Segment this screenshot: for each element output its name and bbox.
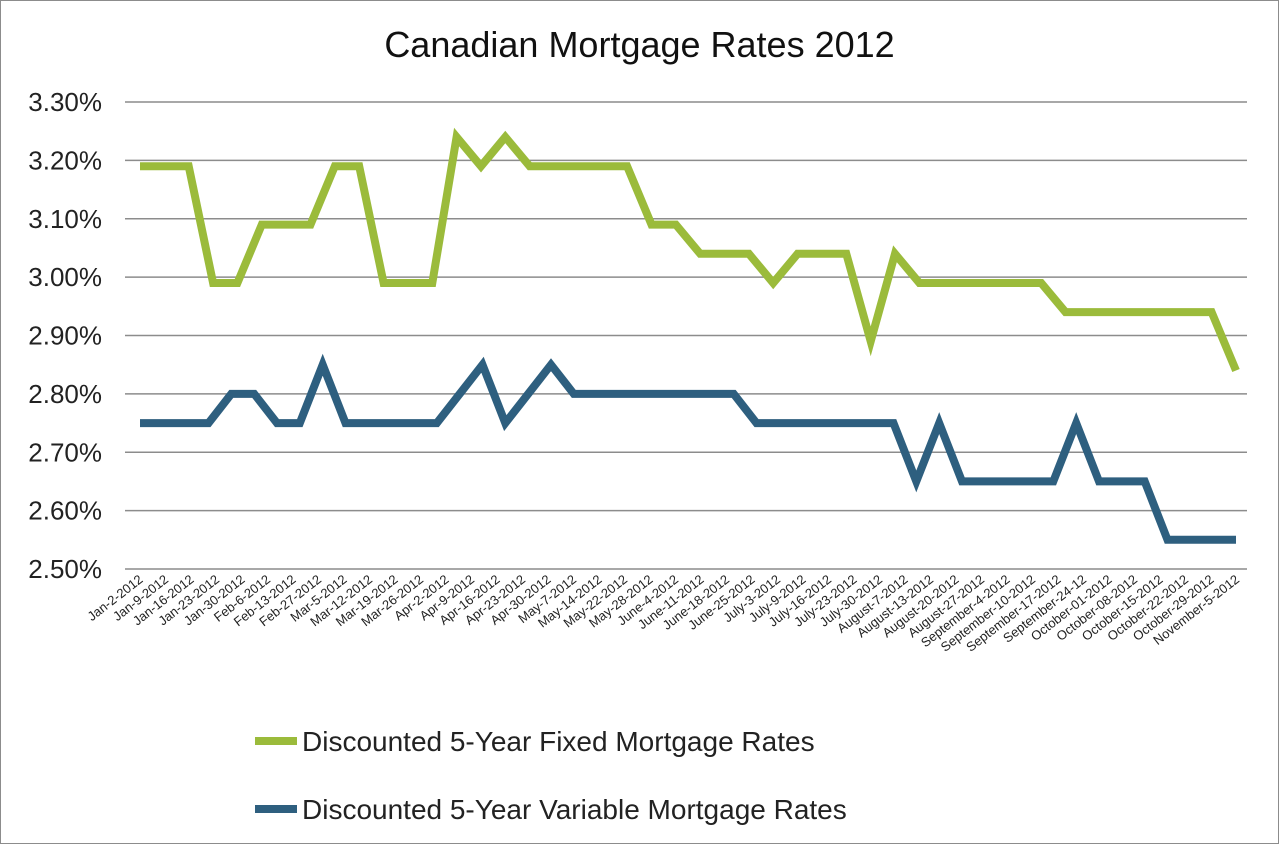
variable-rate-line	[140, 353, 1236, 544]
y-tick-label: 2.60%	[28, 496, 102, 526]
legend-label-variable: Discounted 5-Year Variable Mortgage Rate…	[302, 794, 847, 825]
fixed-rate-line	[140, 127, 1240, 373]
y-tick-label: 3.30%	[28, 87, 102, 117]
series-lines	[140, 127, 1240, 544]
y-axis-ticks: 3.30% 3.20% 3.10% 3.00% 2.90% 2.80% 2.70% 2.60%…	[28, 87, 102, 584]
chart-title: Canadian Mortgage Rates 2012	[384, 24, 895, 65]
y-tick-label: 3.00%	[28, 262, 102, 292]
y-tick-label: 3.20%	[28, 145, 102, 175]
y-tick-label: 3.10%	[28, 204, 102, 234]
y-tick-label: 2.80%	[28, 379, 102, 409]
legend-label-fixed: Discounted 5-Year Fixed Mortgage Rates	[302, 726, 815, 757]
x-axis-ticks: Jan-2-2012Jan-9-2012Jan-16-2012Jan-23-20…	[85, 572, 1243, 655]
y-tick-label: 2.50%	[28, 554, 102, 584]
y-tick-label: 2.90%	[28, 321, 102, 351]
gridlines	[125, 101, 1247, 570]
y-tick-label: 2.70%	[28, 437, 102, 467]
legend: Discounted 5-Year Fixed Mortgage Rates Di…	[255, 726, 847, 825]
